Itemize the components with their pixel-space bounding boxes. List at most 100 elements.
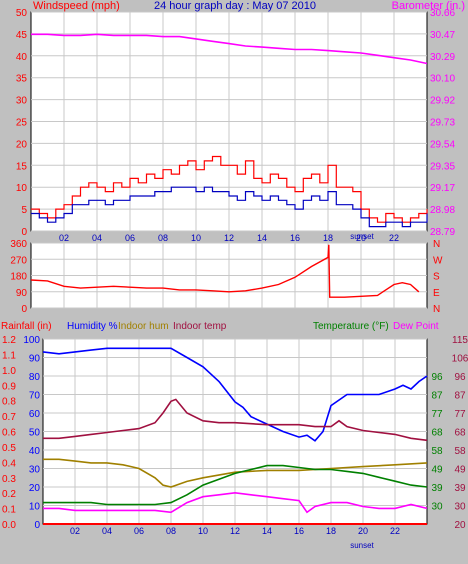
x-tick-label: 12 [224, 233, 234, 243]
windspeed-axis: 0 5 10 15 20 25 30 35 40 45 50 [16, 8, 28, 238]
rainfall-tick-label: 1.0 [2, 366, 16, 377]
temperature-tick-label: 106 [452, 354, 468, 365]
x-tick-label: 22 [390, 526, 400, 536]
x-tick-label: 08 [166, 526, 176, 536]
x-tick-label: 08 [158, 233, 168, 243]
legend-indoor-hum: Indoor hum [118, 321, 169, 332]
x-tick-label: 14 [257, 233, 267, 243]
rainfall-tick-label: 0.0 [2, 520, 16, 531]
compass-tick-label: E [433, 288, 440, 299]
windspeed-tick-label: 15 [16, 161, 28, 172]
barometer-axis: 28.79 28.98 29.17 29.35 29.54 29.73 29.92 30.10… [430, 8, 455, 238]
compass-tick-label: S [433, 272, 440, 283]
humidity-tick-label: 60 [29, 409, 41, 420]
humidity-tick-label: 40 [29, 446, 41, 457]
humidity-tick-label: 10 [29, 502, 41, 513]
barometer-tick-label: 29.54 [430, 139, 455, 150]
rainfall-tick-label: 0.2 [2, 489, 16, 500]
windspeed-tick-label: 25 [16, 118, 28, 129]
gust-series-line [31, 155, 428, 223]
temperature-tick-label: 77 [431, 409, 443, 420]
baro-series-line [31, 33, 428, 65]
legend-temperature: Temperature (°F) [313, 321, 389, 332]
x-tick-label: 04 [102, 526, 112, 536]
rainfall-tick-label: 0.6 [2, 428, 16, 439]
x-tick-label: 10 [191, 233, 201, 243]
legend-indoor-temp: Indoor temp [173, 321, 227, 332]
barometer-tick-label: 28.79 [430, 227, 455, 238]
barometer-tick-label: 30.47 [430, 30, 455, 41]
rainfall-axis: 0.0 0.1 0.2 0.3 0.4 0.5 0.6 0.7 0.8 0.9 1.0 1.1 1.2 [2, 335, 16, 531]
windspeed-tick-label: 5 [21, 205, 27, 216]
x-tick-label: 20 [356, 233, 366, 243]
sunset-label: sunset [350, 541, 374, 550]
rainfall-tick-label: 1.1 [2, 350, 16, 361]
legend-humidity: Humidity % [67, 321, 118, 332]
direction-tick-label: 0 [21, 304, 27, 315]
rainfall-tick-label: 0.7 [2, 412, 16, 423]
windspeed-tick-label: 10 [16, 183, 28, 194]
rainfall-tick-label: 1.2 [2, 335, 16, 346]
x-tick-label: 06 [134, 526, 144, 536]
x-tick-label: 12 [230, 526, 240, 536]
temperature-tick-label: 39 [431, 483, 443, 494]
temperature-tick-label: 49 [454, 465, 466, 476]
wind-baro-series [31, 33, 428, 228]
rainfall-tick-label: 0.1 [2, 505, 16, 516]
windspeed-tick-label: 0 [21, 227, 27, 238]
x-tick-label: 16 [290, 233, 300, 243]
humidity-tick-label: 30 [29, 465, 41, 476]
temperature-axis-a: 20 30 39 49 58 68 77 87 96 106 115 [452, 335, 468, 531]
direction-series-line [30, 244, 420, 298]
barometer-tick-label: 29.35 [430, 161, 455, 172]
direction-degrees-axis: 0 90 180 270 360 [10, 239, 27, 315]
temperature-tick-label: 68 [454, 428, 466, 439]
barometer-tick-label: 29.73 [430, 118, 455, 129]
x-tick-label: 16 [294, 526, 304, 536]
wind-baro-x-axis: 02 04 06 08 10 12 14 16 18 20 22 [59, 233, 399, 243]
x-tick-label: 20 [358, 526, 368, 536]
wind-series-line [31, 186, 428, 228]
temperature-tick-label: 96 [454, 372, 466, 383]
humidity-tick-label: 90 [29, 354, 41, 365]
direction-grid [31, 242, 427, 309]
indoor_hum-series-line [43, 458, 428, 488]
direction-tick-label: 360 [10, 239, 27, 250]
compass-tick-label: W [433, 255, 443, 266]
temp-hum-x-axis: 02 04 06 08 10 12 14 16 18 20 22 [70, 526, 400, 536]
humidity-axis: 0 10 20 30 40 50 60 70 80 90 100 [23, 335, 40, 531]
x-tick-label: 10 [198, 526, 208, 536]
temperature-axis-b: 30 39 49 58 68 77 87 96 [431, 372, 443, 513]
compass-tick-label: N [433, 239, 440, 250]
x-tick-label: 02 [70, 526, 80, 536]
legend-dew-point: Dew Point [393, 321, 439, 332]
direction-tick-label: 270 [10, 255, 27, 266]
direction-tick-label: 90 [16, 288, 28, 299]
sunset-label: sunset [350, 232, 374, 241]
dew_point-series-line [43, 491, 428, 514]
windspeed-tick-label: 45 [16, 30, 28, 41]
temperature-tick-label: 96 [431, 372, 443, 383]
temperature-tick-label: 49 [431, 465, 443, 476]
legend-rainfall: Rainfall (in) [1, 321, 52, 332]
windspeed-tick-label: 30 [16, 96, 28, 107]
temperature-tick-label: 87 [454, 391, 466, 402]
compass-tick-label: N [433, 304, 440, 315]
temperature-tick-label: 58 [454, 446, 466, 457]
temp-hum-series [42, 347, 428, 525]
temperature-tick-label: 68 [431, 428, 443, 439]
windspeed-axis-label: Windspeed (mph) [33, 0, 120, 12]
x-tick-label: 06 [125, 233, 135, 243]
barometer-tick-label: 30.10 [430, 74, 455, 85]
humidity-tick-label: 80 [29, 372, 41, 383]
temperature-tick-label: 58 [431, 446, 443, 457]
barometer-axis-label: Barometer (in.) [392, 0, 465, 12]
humidity-tick-label: 100 [23, 335, 40, 346]
x-tick-label: 14 [262, 526, 272, 536]
temperature-tick-label: 77 [454, 409, 466, 420]
barometer-tick-label: 29.17 [430, 183, 455, 194]
barometer-tick-label: 30.29 [430, 52, 455, 63]
humidity-tick-label: 20 [29, 483, 41, 494]
